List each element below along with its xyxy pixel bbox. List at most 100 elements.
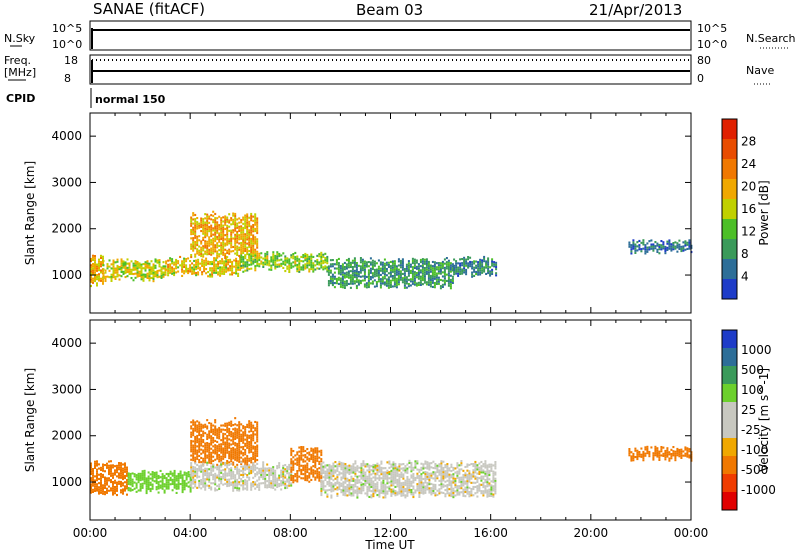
data-cell [138, 274, 141, 277]
data-cell [479, 271, 482, 274]
data-cell [198, 253, 201, 256]
data-cell [213, 263, 216, 266]
data-cell [237, 274, 240, 277]
data-cell [234, 244, 237, 247]
data-cell [304, 466, 307, 469]
data-cell [262, 482, 265, 485]
data-cell [422, 471, 425, 474]
data-cell [359, 279, 362, 282]
data-cell [256, 240, 259, 243]
data-cell [340, 476, 343, 479]
data-cell [358, 489, 361, 492]
data-cell [96, 468, 98, 471]
data-cell [406, 482, 409, 485]
data-cell [222, 241, 225, 244]
data-cell [173, 478, 176, 481]
data-cell [379, 267, 382, 270]
data-cell [215, 269, 218, 272]
data-cell [336, 465, 339, 468]
data-cell [106, 466, 108, 469]
data-cell [252, 219, 255, 222]
data-cell [246, 267, 249, 270]
data-cell [200, 223, 203, 226]
data-cell [210, 232, 213, 235]
data-cell [175, 261, 178, 264]
data-cell [132, 262, 135, 265]
data-cell [244, 239, 247, 242]
data-cell [216, 227, 219, 230]
data-cell [220, 246, 223, 249]
data-cell [344, 471, 347, 474]
data-cell [248, 245, 251, 248]
data-cell [451, 279, 454, 282]
data-cell [442, 475, 445, 478]
data-cell [443, 273, 446, 276]
data-cell [284, 484, 287, 487]
data-cell [192, 478, 195, 481]
data-cell [320, 266, 323, 269]
data-cell [382, 488, 385, 491]
data-cell [406, 480, 409, 483]
data-cell [462, 474, 465, 477]
data-cell [401, 264, 404, 267]
data-cell [447, 261, 450, 264]
data-cell [142, 267, 145, 270]
data-cell [290, 447, 293, 450]
data-cell [344, 481, 347, 484]
data-cell [143, 478, 146, 481]
data-cell [274, 484, 277, 487]
data-cell [106, 477, 108, 480]
data-cell [460, 460, 463, 463]
data-cell [396, 472, 399, 475]
data-cell [208, 468, 211, 471]
data-cell [341, 286, 344, 289]
data-cell [327, 267, 330, 270]
data-cell [124, 263, 127, 266]
data-cell [678, 453, 681, 456]
data-cell [230, 424, 233, 427]
data-cell [104, 480, 106, 483]
data-cell [484, 485, 487, 488]
data-cell [434, 477, 437, 480]
data-cell [341, 282, 344, 285]
data-cell [427, 277, 430, 280]
data-cell [216, 468, 219, 471]
data-cell [128, 268, 131, 271]
data-cell [408, 461, 411, 464]
data-cell [352, 469, 355, 472]
data-cell [112, 267, 115, 270]
data-cell [480, 483, 483, 486]
data-cell [96, 462, 98, 465]
data-cell [192, 214, 195, 217]
data-cell [452, 469, 455, 472]
data-cell [404, 496, 407, 499]
data-cell [128, 264, 131, 267]
data-cell [486, 466, 489, 469]
data-cell [155, 473, 158, 476]
data-cell [636, 449, 639, 452]
data-cell [137, 489, 140, 492]
data-cell [159, 480, 162, 483]
data-cell [427, 265, 430, 268]
data-cell [224, 437, 227, 440]
data-cell [242, 260, 245, 263]
data-cell [256, 462, 259, 465]
data-cell [392, 467, 395, 470]
data-cell [308, 474, 311, 477]
data-cell [397, 268, 400, 271]
data-cell [240, 235, 243, 238]
data-cell [212, 469, 215, 472]
data-cell [334, 461, 337, 464]
data-cell [632, 245, 635, 248]
data-cell [288, 266, 291, 269]
data-cell [429, 281, 432, 284]
data-cell [393, 281, 396, 284]
data-cell [226, 439, 229, 442]
data-cell [222, 477, 225, 480]
data-cell [129, 477, 132, 480]
data-cell [312, 270, 315, 273]
data-cell [118, 466, 120, 469]
data-cell [183, 488, 186, 491]
data-cell [216, 474, 219, 477]
data-cell [472, 494, 475, 497]
